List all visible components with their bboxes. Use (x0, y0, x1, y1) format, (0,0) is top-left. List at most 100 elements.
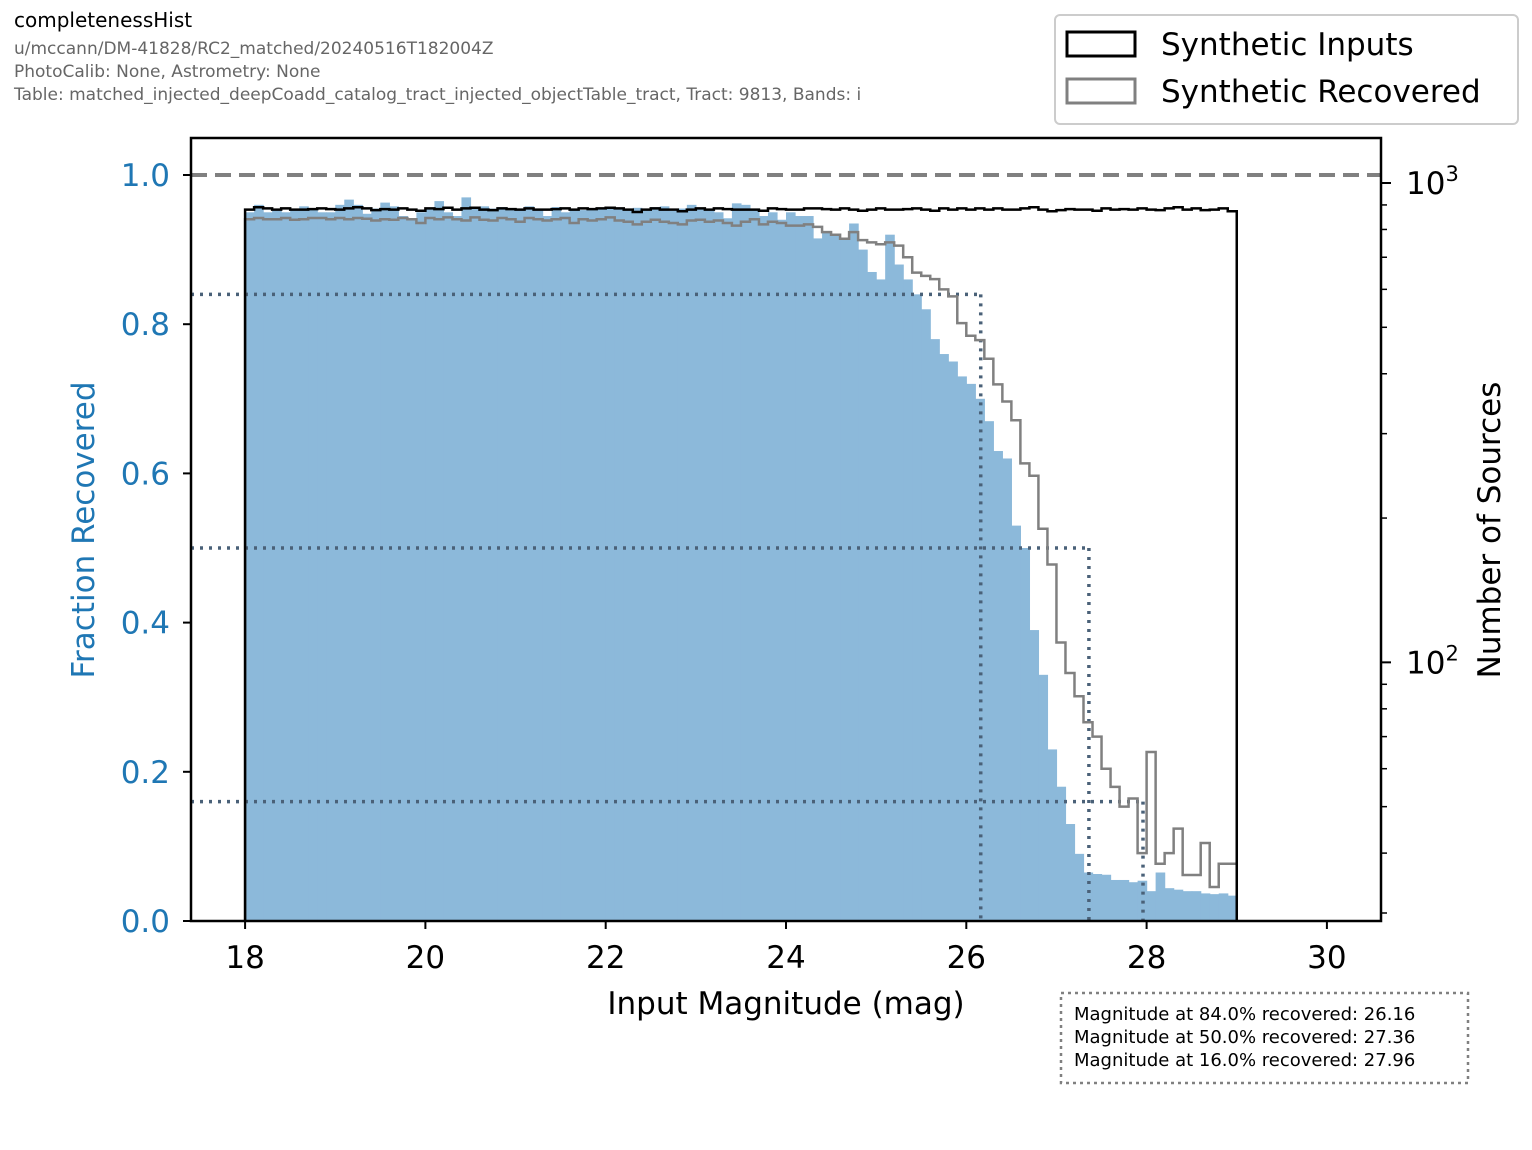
fraction-bar (335, 204, 345, 922)
fraction-bars-layer (245, 197, 1238, 922)
legend-label-inputs: Synthetic Inputs (1161, 27, 1414, 63)
fraction-bar (975, 398, 985, 921)
fraction-bar (984, 421, 994, 921)
fraction-bar (443, 212, 454, 922)
fraction-bar (921, 309, 931, 921)
fraction-bar (1011, 525, 1021, 921)
fraction-bar (434, 201, 445, 922)
fraction-bar (524, 206, 535, 921)
fraction-bar (641, 208, 652, 921)
fraction-bar (804, 216, 814, 921)
fraction-bar (704, 208, 715, 921)
annotation-line-16: Magnitude at 16.0% recovered: 27.96 (1074, 1050, 1415, 1071)
y-tick-label-left: 0.0 (121, 904, 170, 940)
x-tick-label: 24 (766, 940, 805, 976)
fraction-bar (749, 208, 760, 921)
fraction-bar (1074, 853, 1085, 921)
y-tick-label-left: 0.6 (121, 456, 170, 492)
fraction-bar (1146, 891, 1157, 921)
fraction-bar (1173, 889, 1184, 921)
fraction-bar (831, 234, 841, 921)
y-tick-label-left: 0.8 (121, 307, 170, 343)
fraction-bar (596, 207, 607, 922)
fraction-bar (344, 199, 354, 922)
legend-label-recovered: Synthetic Recovered (1161, 74, 1481, 110)
fraction-bar (758, 216, 769, 921)
fraction-bar (515, 208, 526, 921)
axis-labels-layer: Input Magnitude (mag) Fraction Recovered… (66, 381, 1508, 1022)
fraction-bar (659, 206, 670, 921)
threshold-annotation: Magnitude at 84.0% recovered: 26.16 Magn… (1059, 991, 1470, 1085)
fraction-bar (948, 361, 958, 921)
fraction-bar (957, 376, 967, 921)
threshold-lines-layer (191, 173, 1381, 921)
fraction-bar (993, 451, 1003, 921)
fraction-bar (813, 238, 823, 921)
fraction-bar (713, 212, 724, 922)
fraction-bar (912, 294, 922, 921)
fraction-bar (867, 271, 877, 922)
fraction-bar (587, 208, 598, 921)
fraction-bar (966, 383, 976, 921)
fraction-bar (605, 208, 616, 921)
y-axis-label-right: Number of Sources (1472, 382, 1508, 679)
fraction-bar (299, 206, 309, 921)
metadata-line-run: u/mccann/DM-41828/RC2_matched/20240516T1… (14, 39, 494, 59)
fraction-bar (578, 210, 589, 921)
fraction-bar (290, 208, 300, 921)
y-tick-label-right: 103 (1406, 162, 1459, 202)
fraction-bar (362, 213, 372, 922)
fraction-bar (425, 208, 436, 921)
fraction-bar (353, 204, 363, 922)
fraction-bar (1227, 895, 1238, 921)
annotation-box (1059, 991, 1470, 1085)
fraction-bar (876, 279, 886, 921)
fraction-bar (317, 212, 327, 922)
fraction-bar (452, 216, 463, 921)
fraction-bar (497, 207, 508, 921)
x-tick-label: 30 (1307, 940, 1346, 976)
fraction-bar (849, 223, 859, 922)
metadata-line-calib: PhotoCalib: None, Astrometry: None (14, 62, 321, 82)
fraction-bar (740, 204, 751, 922)
fraction-bar (623, 208, 634, 921)
fraction-bar (1110, 879, 1121, 921)
fraction-bar (560, 212, 571, 922)
y-tick-label-left: 0.2 (121, 755, 170, 791)
annotation-line-50: Magnitude at 50.0% recovered: 27.36 (1074, 1027, 1415, 1048)
fraction-bar (695, 208, 706, 921)
fraction-bar (1029, 630, 1040, 921)
legend-frame (1054, 14, 1519, 125)
fraction-bar (1020, 548, 1031, 921)
figure-title: completenessHist (14, 8, 193, 32)
fraction-bar (650, 207, 661, 921)
fraction-bar (533, 208, 544, 921)
fraction-bar (1047, 749, 1058, 921)
synthetic-inputs-step (243, 206, 1239, 921)
fraction-bar (858, 249, 868, 922)
fraction-bar (407, 219, 417, 921)
fraction-bar (551, 207, 562, 921)
annotation-line-84: Magnitude at 84.0% recovered: 26.16 (1074, 1004, 1415, 1025)
fraction-bar (263, 212, 273, 922)
fraction-bar (470, 208, 481, 921)
fraction-bar (1209, 894, 1220, 921)
axes-layer: 18 20 22 24 26 28 30 0.0 0.2 0.4 0.6 0.8 1.0 103 102 (121, 136, 1459, 976)
fraction-bar (1128, 882, 1139, 921)
fraction-bar (542, 216, 553, 921)
fraction-bar (326, 212, 336, 922)
fraction-bar (398, 216, 408, 921)
fraction-bar (569, 208, 580, 921)
fraction-bar (1056, 786, 1067, 921)
legend-swatch-inputs (1065, 30, 1137, 58)
fraction-bar (840, 238, 850, 921)
fraction-bar (272, 208, 282, 921)
fraction-bar (461, 197, 472, 921)
fraction-bar (1092, 874, 1103, 921)
x-tick-label: 20 (406, 940, 445, 976)
fraction-bar (1065, 824, 1076, 921)
y-tick-label-left: 1.0 (121, 158, 170, 194)
x-axis-label: Input Magnitude (mag) (607, 986, 964, 1022)
synthetic-recovered-step (243, 216, 1239, 921)
